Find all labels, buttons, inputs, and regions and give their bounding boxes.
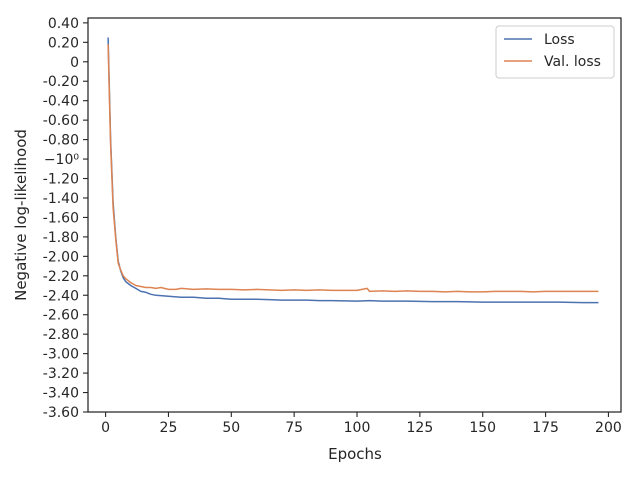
legend-label: Val. loss bbox=[544, 54, 601, 70]
x-tick-label: 0 bbox=[101, 420, 110, 436]
y-tick-label: -3.20 bbox=[43, 366, 79, 382]
y-tick-label: -1.80 bbox=[43, 230, 79, 246]
x-tick-label: 175 bbox=[532, 420, 559, 436]
y-tick-label: -3.40 bbox=[43, 386, 79, 402]
y-tick-label: -0.20 bbox=[43, 74, 79, 90]
x-axis-label: Epochs bbox=[328, 445, 382, 463]
y-tick-label: -2.20 bbox=[43, 269, 79, 285]
y-tick-label: -3.60 bbox=[43, 405, 79, 421]
x-tick-label: 200 bbox=[595, 420, 622, 436]
series-line-1 bbox=[107, 44, 599, 293]
y-tick-label: -0.80 bbox=[43, 133, 79, 149]
y-tick-label: -1.60 bbox=[43, 210, 79, 226]
y-tick-label: -2.40 bbox=[43, 288, 79, 304]
y-tick-label: -1.20 bbox=[43, 172, 79, 188]
legend: Loss Val. loss bbox=[495, 25, 615, 79]
x-tick-label: 150 bbox=[469, 420, 496, 436]
x-tick-label: 100 bbox=[344, 420, 371, 436]
legend-label: Loss bbox=[544, 32, 575, 48]
series-lines bbox=[107, 37, 599, 304]
y-tick-label: -0.60 bbox=[43, 113, 79, 129]
x-tick-label: 50 bbox=[222, 420, 240, 436]
y-tick-label: 0 bbox=[70, 55, 79, 71]
y-axis-label: Negative log-likelihood bbox=[12, 129, 30, 301]
axes bbox=[87, 17, 622, 413]
y-tick-label: 0.40 bbox=[48, 16, 79, 32]
plot-frame bbox=[87, 17, 622, 413]
x-tick-label: 25 bbox=[160, 420, 178, 436]
y-tick-label: -2.00 bbox=[43, 249, 79, 265]
y-tick-label: -2.60 bbox=[43, 308, 79, 324]
y-tick-label: -0.40 bbox=[43, 94, 79, 110]
y-tick-label: 0.20 bbox=[48, 35, 79, 51]
series-line-0 bbox=[107, 37, 599, 304]
y-tick-label: -2.80 bbox=[43, 327, 79, 343]
x-tick-label: 75 bbox=[285, 420, 303, 436]
y-tick-label: -3.00 bbox=[43, 347, 79, 363]
ticks: 0 25 50 75 100 125 150 175 200 0.40 0.20 0 -0.20 -0.4… bbox=[43, 16, 622, 436]
y-tick-label: -1.40 bbox=[43, 191, 79, 207]
y-tick-label: −10⁰ bbox=[44, 152, 80, 168]
x-tick-label: 125 bbox=[407, 420, 434, 436]
